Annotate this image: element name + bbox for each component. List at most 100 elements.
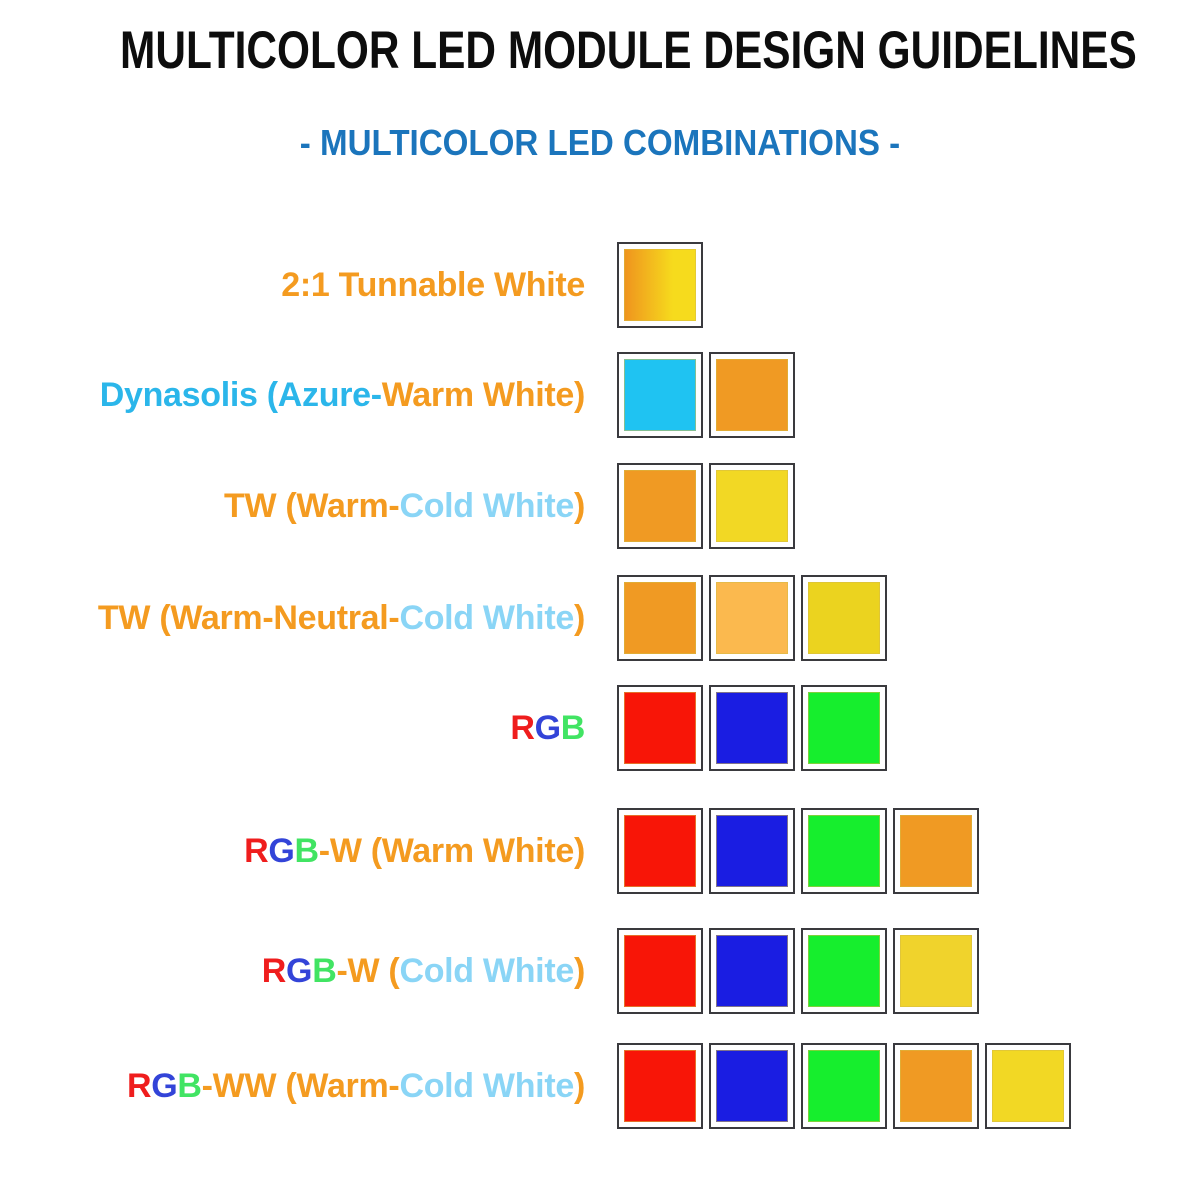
combination-row-dynasolis: Dynasolis (Azure-Warm White) bbox=[0, 352, 1200, 438]
led-swatch-fill-tunable-white-gradient bbox=[624, 249, 696, 321]
led-swatch-warm-white bbox=[893, 808, 979, 894]
dynasolis-label: Dynasolis (Azure-Warm White) bbox=[99, 376, 586, 414]
tw-warm-neutral-cold-swatches bbox=[617, 575, 887, 661]
led-swatch-blue bbox=[709, 685, 795, 771]
label-segment: G bbox=[534, 709, 561, 747]
led-swatch-green bbox=[801, 808, 887, 894]
rgb-label: RGB bbox=[510, 711, 585, 745]
rgb-swatches bbox=[617, 685, 887, 771]
led-swatch-fill-blue bbox=[716, 815, 788, 887]
led-swatch-fill-warm-white bbox=[624, 470, 696, 542]
combination-row-tw-warm-cold: TW (Warm-Cold White) bbox=[0, 463, 1200, 549]
led-swatch-fill-azure bbox=[624, 359, 696, 431]
rgbww-warm-cold-white-label: RGB-WW (Warm-Cold White) bbox=[127, 1069, 585, 1103]
label-segment: Cold White bbox=[399, 487, 574, 525]
led-swatch-red bbox=[617, 685, 703, 771]
rgbw-cold-white-label: RGB-W (Cold White) bbox=[261, 952, 586, 990]
label-segment: R bbox=[244, 832, 269, 870]
led-swatch-red bbox=[617, 1043, 703, 1129]
label-segment: Cold White bbox=[399, 599, 574, 637]
tunable-white-2-1-label: 2:1 Tunnable White bbox=[281, 268, 585, 302]
led-swatch-warm-white bbox=[617, 463, 703, 549]
tunable-white-2-1-swatches bbox=[617, 242, 703, 328]
dynasolis-swatches bbox=[617, 352, 795, 438]
led-swatch-tunable-white-gradient bbox=[617, 242, 703, 328]
combination-row-tunable-white-2-1: 2:1 Tunnable White bbox=[0, 242, 1200, 328]
label-segment: G bbox=[151, 1067, 178, 1105]
led-swatch-warm-white bbox=[617, 575, 703, 661]
label-segment: Dynasolis (Azure- bbox=[99, 376, 382, 414]
led-swatch-fill-cold-white bbox=[992, 1050, 1064, 1122]
label-segment: TW (Warm- bbox=[223, 487, 400, 525]
page-subtitle: - MULTICOLOR LED COMBINATIONS - bbox=[299, 122, 901, 163]
label-segment: R bbox=[261, 952, 287, 990]
led-swatch-neutral-white bbox=[709, 575, 795, 661]
led-swatch-fill-green bbox=[808, 692, 880, 764]
led-swatch-green bbox=[801, 928, 887, 1014]
label-segment: ) bbox=[573, 487, 585, 525]
led-swatch-fill-red bbox=[624, 935, 696, 1007]
label-segment: G bbox=[268, 832, 295, 870]
label-segment: ) bbox=[573, 599, 585, 637]
tw-warm-neutral-cold-label: TW (Warm-Neutral-Cold White) bbox=[98, 601, 585, 635]
label-segment: Cold White bbox=[399, 952, 574, 990]
led-swatch-cold-white bbox=[985, 1043, 1071, 1129]
label-segment: B bbox=[294, 832, 320, 870]
led-swatch-fill-blue bbox=[716, 692, 788, 764]
label-segment: Cold White bbox=[399, 1067, 574, 1105]
label-segment: R bbox=[510, 709, 535, 747]
label-segment: G bbox=[286, 952, 313, 990]
led-swatch-fill-warm-white bbox=[624, 582, 696, 654]
label-segment: ) bbox=[573, 1067, 585, 1105]
label-segment: Warm White) bbox=[381, 376, 586, 414]
led-swatch-fill-red bbox=[624, 1050, 696, 1122]
combination-row-tw-warm-neutral-cold: TW (Warm-Neutral-Cold White) bbox=[0, 575, 1200, 661]
rgbw-warm-white-label: RGB-W (Warm White) bbox=[244, 834, 585, 868]
led-swatch-fill-warm-white bbox=[900, 815, 972, 887]
page-title: MULTICOLOR LED MODULE DESIGN GUIDELINES bbox=[120, 21, 1137, 80]
label-segment: 2:1 Tunnable White bbox=[281, 266, 585, 304]
led-swatch-fill-warm-white bbox=[716, 359, 788, 431]
label-segment: -W ( bbox=[336, 952, 400, 990]
led-swatch-fill-green bbox=[808, 935, 880, 1007]
led-swatch-warm-white bbox=[893, 1043, 979, 1129]
combination-row-rgb: RGB bbox=[0, 685, 1200, 771]
led-swatch-cold-white bbox=[709, 463, 795, 549]
label-segment: ) bbox=[573, 952, 585, 990]
led-swatch-fill-cold-white bbox=[716, 470, 788, 542]
led-swatch-fill-green bbox=[808, 1050, 880, 1122]
label-segment: -W (Warm White) bbox=[318, 832, 586, 870]
rgbww-warm-cold-white-swatches bbox=[617, 1043, 1071, 1129]
led-swatch-fill-red bbox=[624, 815, 696, 887]
led-swatch-fill-green bbox=[808, 815, 880, 887]
led-swatch-red bbox=[617, 928, 703, 1014]
led-swatch-green bbox=[801, 1043, 887, 1129]
label-segment: TW (Warm-Neutral- bbox=[97, 599, 400, 637]
combination-row-rgbw-cold-white: RGB-W (Cold White) bbox=[0, 928, 1200, 1014]
tw-warm-cold-label: TW (Warm-Cold White) bbox=[224, 489, 585, 523]
led-swatch-cold-white bbox=[801, 575, 887, 661]
led-swatch-green bbox=[801, 685, 887, 771]
label-segment: -WW (Warm- bbox=[201, 1067, 400, 1105]
led-swatch-red bbox=[617, 808, 703, 894]
led-swatch-blue bbox=[709, 1043, 795, 1129]
led-swatch-fill-blue bbox=[716, 1050, 788, 1122]
led-swatch-fill-cold-white bbox=[808, 582, 880, 654]
led-swatch-blue bbox=[709, 928, 795, 1014]
led-swatch-azure bbox=[617, 352, 703, 438]
led-swatch-fill-blue bbox=[716, 935, 788, 1007]
led-swatch-warm-white bbox=[709, 352, 795, 438]
led-swatch-fill-cold-white bbox=[900, 935, 972, 1007]
led-swatch-fill-warm-white bbox=[900, 1050, 972, 1122]
combination-row-rgbww-warm-cold-white: RGB-WW (Warm-Cold White) bbox=[0, 1043, 1200, 1129]
rgbw-warm-white-swatches bbox=[617, 808, 979, 894]
led-swatch-fill-neutral-white bbox=[716, 582, 788, 654]
led-swatch-fill-red bbox=[624, 692, 696, 764]
label-segment: R bbox=[126, 1067, 152, 1105]
label-segment: B bbox=[177, 1067, 202, 1105]
label-segment: B bbox=[560, 709, 586, 747]
tw-warm-cold-swatches bbox=[617, 463, 795, 549]
label-segment: B bbox=[312, 952, 337, 990]
rgbw-cold-white-swatches bbox=[617, 928, 979, 1014]
